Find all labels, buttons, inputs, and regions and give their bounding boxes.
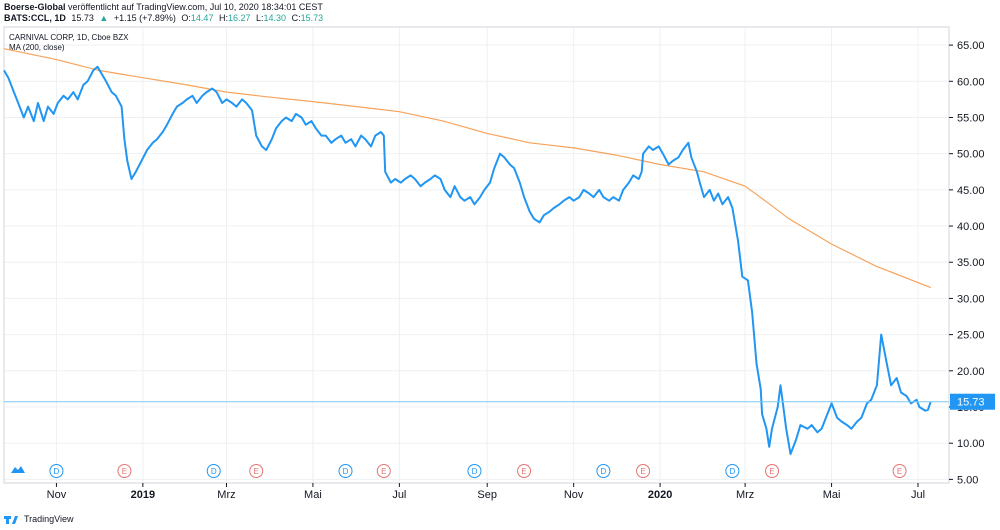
last-price: 15.73 xyxy=(71,13,94,23)
y-tick-label: 30.00 xyxy=(957,293,985,305)
earnings-marker xyxy=(636,464,651,478)
change-up-icon: ▲ xyxy=(99,13,109,23)
event-marker-label: E xyxy=(122,467,127,476)
dividend-marker xyxy=(49,464,64,478)
event-marker-label: D xyxy=(54,467,60,476)
publisher-name: Boerse-Global xyxy=(4,2,66,12)
plot-border xyxy=(3,26,950,484)
y-tick-label: 35.00 xyxy=(957,257,985,269)
y-tick-label: 45.00 xyxy=(957,185,985,197)
y-tick-label: 65.00 xyxy=(957,40,985,52)
chart-series xyxy=(3,48,949,455)
event-marker-label: E xyxy=(381,467,386,476)
close-label: C: xyxy=(291,13,301,23)
event-marker-label: E xyxy=(769,467,774,476)
y-tick-label: 50.00 xyxy=(957,149,985,161)
published-text: veröffentlicht auf TradingView.com, Jul … xyxy=(68,2,323,12)
x-tick-label: Mai xyxy=(823,489,841,501)
earnings-marker xyxy=(117,464,132,478)
event-marker-label: E xyxy=(897,467,902,476)
event-marker-label: D xyxy=(211,467,217,476)
x-tick-label: 2020 xyxy=(648,489,672,501)
event-marker-label: D xyxy=(472,467,478,476)
price-tag-label: 15.73 xyxy=(957,397,985,409)
event-marker-label: E xyxy=(254,467,259,476)
quote-line: BATS:CCL, 1D 15.73 ▲ +1.15 (+7.89%) O:14… xyxy=(4,13,326,24)
y-axis: 65.00 60.00 55.00 50.00 45.00 40.00 35.00 30.00… xyxy=(949,40,985,486)
y-tick-label: 5.00 xyxy=(957,474,978,486)
open-label: O: xyxy=(181,13,191,23)
footer-brand: TradingView xyxy=(4,513,74,525)
dividend-marker xyxy=(338,464,353,478)
events-toggle-icon[interactable] xyxy=(11,466,25,473)
chart-grid xyxy=(4,27,949,483)
x-tick-label: Mrz xyxy=(217,489,235,501)
earnings-marker xyxy=(517,464,532,478)
tradingview-logo-icon xyxy=(4,516,18,524)
dividend-marker xyxy=(467,464,482,478)
publish-info: Boerse-Global veröffentlicht auf Trading… xyxy=(4,2,323,13)
footer-brand-label: TradingView xyxy=(24,514,74,524)
y-tick-label: 60.00 xyxy=(957,76,985,88)
y-tick-label: 10.00 xyxy=(957,438,985,450)
x-tick-label: Mai xyxy=(304,489,322,501)
event-marker-label: E xyxy=(640,467,645,476)
legend-title: CARNIVAL CORP, 1D, Cboe BZX xyxy=(9,33,129,42)
close-value: 15.73 xyxy=(300,13,324,23)
earnings-marker xyxy=(249,464,264,478)
x-tick-label: Mrz xyxy=(736,489,754,501)
event-marker-label: E xyxy=(521,467,526,476)
open-value: 14.47 xyxy=(190,13,214,23)
event-marker-label: D xyxy=(343,467,349,476)
x-tick-label: Nov xyxy=(564,489,584,501)
earnings-marker xyxy=(765,464,780,478)
earnings-marker xyxy=(376,464,391,478)
symbol-label: BATS:CCL, 1D xyxy=(4,13,66,23)
price-tag: 15.73 xyxy=(950,393,995,410)
dividend-marker xyxy=(596,464,611,478)
y-tick-label: 25.00 xyxy=(957,330,985,342)
x-tick-label: Jul xyxy=(392,489,406,501)
y-tick-label: 20.00 xyxy=(957,366,985,378)
high-value: 16.27 xyxy=(227,13,251,23)
x-axis: Nov 2019 Mrz Mai Jul Sep Nov 2020 Mrz Mai Jul xyxy=(47,483,925,501)
high-label: H: xyxy=(218,13,228,23)
earnings-marker xyxy=(892,464,907,478)
price-line xyxy=(3,65,932,455)
y-tick-label: 55.00 xyxy=(957,112,985,124)
x-tick-label: Jul xyxy=(911,489,925,501)
y-tick-label: 40.00 xyxy=(957,221,985,233)
event-marker-label: D xyxy=(601,467,607,476)
ma-200-line xyxy=(3,48,931,289)
x-tick-label: Nov xyxy=(47,489,67,501)
low-value: 14.30 xyxy=(263,13,287,23)
event-marker-label: D xyxy=(729,467,735,476)
change-value: +1.15 (+7.89%) xyxy=(113,13,176,23)
dividend-marker xyxy=(725,464,740,478)
dividend-marker xyxy=(206,464,221,478)
legend-indicator: MA (200, close) xyxy=(9,43,65,52)
low-label: L: xyxy=(256,13,264,23)
x-tick-label: Sep xyxy=(477,489,497,501)
price-tag-bg xyxy=(950,393,995,410)
x-tick-label: 2019 xyxy=(131,489,155,501)
